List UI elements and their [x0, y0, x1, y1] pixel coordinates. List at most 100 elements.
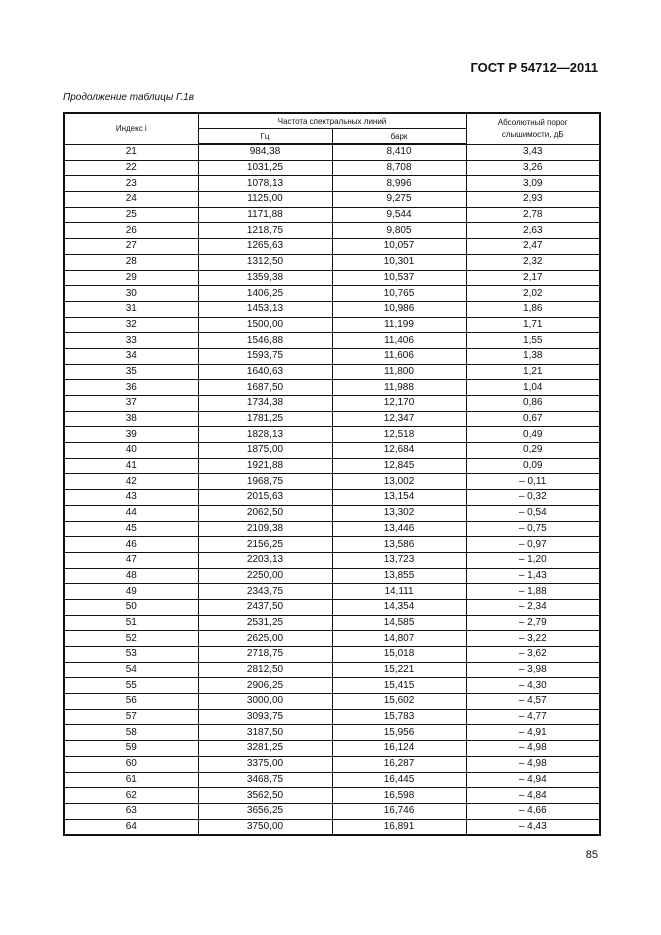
table-body: 21 984,38 8,410 3,43 22 1031,25 8,708 3,26 23 107…	[63, 143, 601, 836]
cell-bark: 10,537	[331, 269, 467, 287]
cell-hz: 2531,25	[197, 614, 333, 632]
cell-bark: 14,807	[331, 630, 467, 647]
table-row: 62 3562,50 16,598– 4,84	[63, 787, 601, 804]
cell-bark: 16,124	[331, 740, 467, 757]
cell-hz: 1500,00	[197, 316, 333, 334]
cell-bark: 11,199	[331, 316, 467, 334]
cell-hz: 1875,00	[197, 442, 333, 459]
table-row: 53 2718,75 15,018– 3,62	[63, 646, 601, 663]
cell-bark: 12,845	[331, 457, 467, 475]
table-row: 46 2156,25 13,586– 0,97	[63, 536, 601, 553]
cell-hz: 2015,63	[197, 489, 333, 506]
cell-threshold: – 4,98	[465, 740, 601, 757]
table-row: 23 1078,13 8,996 3,09	[63, 175, 601, 193]
cell-bark: 10,301	[331, 253, 467, 271]
cell-index: 59	[63, 740, 199, 757]
cell-hz: 3375,00	[197, 755, 333, 773]
cell-hz: 3562,50	[197, 787, 333, 804]
cell-threshold: 0,49	[465, 426, 601, 444]
cell-threshold: 2,78	[465, 206, 601, 224]
table-row: 25 1171,88 9,544 2,78	[63, 206, 601, 224]
cell-hz: 1593,75	[197, 347, 333, 365]
cell-threshold: 3,26	[465, 159, 601, 177]
cell-hz: 1125,00	[197, 191, 333, 208]
cell-index: 23	[63, 175, 199, 193]
table-row: 49 2343,75 14,111– 1,88	[63, 583, 601, 600]
table-row: 51 2531,25 14,585– 2,79	[63, 614, 601, 632]
cell-bark: 13,154	[331, 489, 467, 506]
cell-index: 60	[63, 755, 199, 773]
table-row: 61 3468,75 16,445– 4,94	[63, 771, 601, 789]
cell-hz: 1453,13	[197, 300, 333, 318]
cell-threshold: 2,47	[465, 238, 601, 255]
cell-hz: 1687,50	[197, 379, 333, 396]
cell-threshold: – 2,34	[465, 598, 601, 616]
cell-threshold: 1,55	[465, 332, 601, 349]
cell-bark: 16,598	[331, 787, 467, 804]
cell-bark: 11,606	[331, 347, 467, 365]
cell-threshold: 3,09	[465, 175, 601, 193]
table-row: 34 1593,75 11,606 1,38	[63, 347, 601, 365]
cell-threshold: 1,38	[465, 347, 601, 365]
cell-index: 33	[63, 332, 199, 349]
cell-threshold: – 4,30	[465, 677, 601, 695]
cell-index: 39	[63, 426, 199, 444]
cell-index: 22	[63, 159, 199, 177]
table-row: 21 984,38 8,410 3,43	[63, 143, 601, 161]
cell-threshold: – 3,98	[465, 661, 601, 679]
cell-index: 50	[63, 598, 199, 616]
table-row: 42 1968,75 13,002– 0,11	[63, 473, 601, 491]
cell-bark: 11,988	[331, 379, 467, 396]
cell-bark: 15,221	[331, 661, 467, 679]
cell-index: 42	[63, 473, 199, 491]
cell-hz: 984,38	[197, 143, 333, 161]
cell-hz: 2250,00	[197, 567, 333, 585]
cell-bark: 14,111	[331, 583, 467, 600]
table-row: 33 1546,88 11,406 1,55	[63, 332, 601, 349]
cell-hz: 1781,25	[197, 410, 333, 428]
cell-index: 64	[63, 818, 199, 836]
cell-threshold: 2,63	[465, 222, 601, 240]
cell-index: 46	[63, 536, 199, 553]
cell-index: 62	[63, 787, 199, 804]
cell-threshold: – 1,88	[465, 583, 601, 600]
table-caption: Продолжение таблицы Г.1в	[63, 92, 194, 103]
table-row: 60 3375,00 16,287– 4,98	[63, 755, 601, 773]
table-row: 50 2437,50 14,354– 2,34	[63, 598, 601, 616]
document-code: ГОСТ Р 54712—2011	[470, 60, 598, 75]
table-row: 24 1125,00 9,275 2,93	[63, 191, 601, 208]
cell-hz: 3000,00	[197, 693, 333, 710]
cell-threshold: 2,32	[465, 253, 601, 271]
cell-bark: 16,287	[331, 755, 467, 773]
header-hz: Гц	[197, 128, 333, 145]
cell-hz: 1171,88	[197, 206, 333, 224]
table-row: 54 2812,50 15,221– 3,98	[63, 661, 601, 679]
cell-index: 53	[63, 646, 199, 663]
cell-bark: 15,415	[331, 677, 467, 695]
cell-threshold: – 4,77	[465, 708, 601, 726]
table-row: 58 3187,50 15,956– 4,91	[63, 724, 601, 742]
cell-hz: 1921,88	[197, 457, 333, 475]
cell-hz: 1546,88	[197, 332, 333, 349]
table-row: 30 1406,25 10,765 2,02	[63, 285, 601, 302]
cell-threshold: 0,67	[465, 410, 601, 428]
cell-bark: 13,586	[331, 536, 467, 553]
cell-bark: 11,800	[331, 363, 467, 381]
table-row: 27 1265,63 10,057 2,47	[63, 238, 601, 255]
cell-hz: 1828,13	[197, 426, 333, 444]
cell-index: 37	[63, 395, 199, 412]
cell-threshold: 3,43	[465, 143, 601, 161]
cell-bark: 12,684	[331, 442, 467, 459]
cell-index: 63	[63, 802, 199, 820]
cell-threshold: – 1,43	[465, 567, 601, 585]
cell-threshold: 2,17	[465, 269, 601, 287]
table-row: 64 3750,00 16,891– 4,43	[63, 818, 601, 836]
cell-hz: 2203,13	[197, 551, 333, 569]
table-row: 47 2203,13 13,723– 1,20	[63, 551, 601, 569]
cell-index: 28	[63, 253, 199, 271]
table-row: 22 1031,25 8,708 3,26	[63, 159, 601, 177]
cell-index: 40	[63, 442, 199, 459]
header-index: Индекс i	[63, 112, 199, 145]
cell-threshold: – 4,98	[465, 755, 601, 773]
cell-threshold: 2,02	[465, 285, 601, 302]
